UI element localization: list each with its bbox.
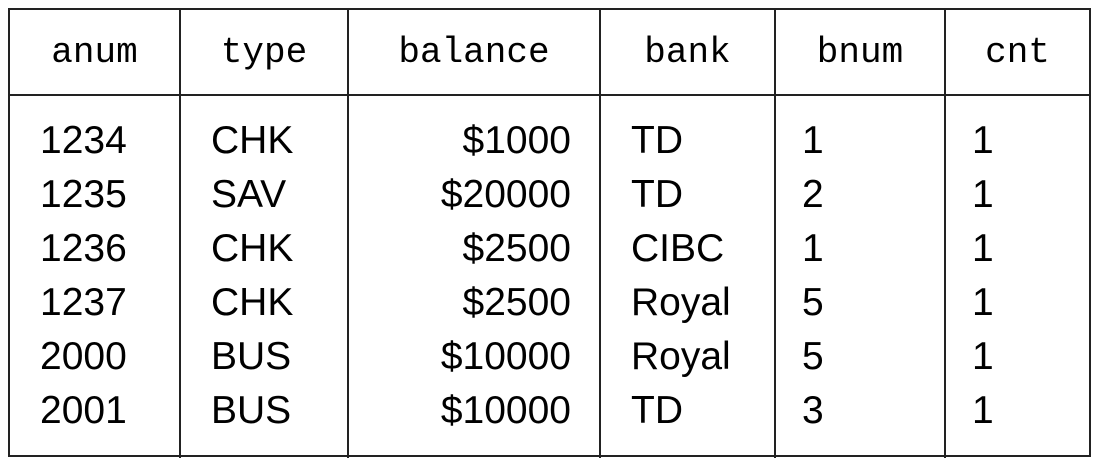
cell-type: CHK — [179, 222, 348, 276]
cell-cnt: 1 — [944, 384, 1089, 458]
cell-bnum: 5 — [774, 330, 945, 384]
cell-bank: TD — [599, 168, 775, 222]
cell-bank: TD — [599, 95, 775, 168]
accounts-table: anum type balance bank bnum cnt 1234 CHK… — [8, 8, 1091, 458]
cell-anum: 2001 — [40, 389, 127, 432]
column-header-type: type — [179, 10, 348, 96]
cell-anum: 1235 — [40, 173, 127, 216]
cell-cnt: 1 — [944, 276, 1089, 330]
cell-type: CHK — [179, 276, 348, 330]
cell-cnt: 1 — [944, 330, 1089, 384]
table-row: 1237 CHK $2500 Royal 5 1 — [10, 276, 1089, 330]
column-header-bank: bank — [599, 10, 775, 96]
table-row: 1234 CHK $1000 TD 1 1 — [10, 95, 1089, 168]
cell-balance: $10000 — [347, 330, 600, 384]
cell-balance: $2500 — [347, 276, 600, 330]
table-row: 1236 CHK $2500 CIBC 1 1 — [10, 222, 1089, 276]
cell-bank: Royal — [599, 330, 775, 384]
cell-anum: 2000 — [40, 335, 127, 378]
cell-cnt: 1 — [944, 95, 1089, 168]
cell-type: CHK — [179, 95, 348, 168]
column-header-anum: anum — [10, 10, 180, 96]
column-header-cnt: cnt — [944, 10, 1089, 96]
cell-bnum: 2 — [774, 168, 945, 222]
cell-bank: TD — [599, 384, 775, 458]
cell-bnum: 1 — [774, 95, 945, 168]
column-header-bnum: bnum — [774, 10, 945, 96]
cell-cnt: 1 — [944, 168, 1089, 222]
cell-bnum: 5 — [774, 276, 945, 330]
cell-bnum: 1 — [774, 222, 945, 276]
table-row: 1235 SAV $20000 TD 2 1 — [10, 168, 1089, 222]
cell-type: SAV — [179, 168, 348, 222]
cell-balance: $10000 — [347, 384, 600, 458]
cell-bank: CIBC — [599, 222, 775, 276]
accounts-table-grid: anum type balance bank bnum cnt 1234 CHK… — [10, 10, 1089, 458]
cell-balance: $20000 — [347, 168, 600, 222]
cell-bank: Royal — [599, 276, 775, 330]
cell-balance: $2500 — [347, 222, 600, 276]
cell-balance: $1000 — [347, 95, 600, 168]
column-header-balance: balance — [347, 10, 600, 96]
cell-anum: 1236 — [40, 227, 127, 270]
table-row: 2001 BUS $10000 TD 3 1 — [10, 384, 1089, 458]
cell-anum: 1237 — [40, 281, 127, 324]
table-row: 2000 BUS $10000 Royal 5 1 — [10, 330, 1089, 384]
header-row: anum type balance bank bnum cnt — [10, 10, 1089, 96]
cell-cnt: 1 — [944, 222, 1089, 276]
cell-type: BUS — [179, 330, 348, 384]
cell-anum: 1234 — [40, 119, 127, 162]
cell-bnum: 3 — [774, 384, 945, 458]
cell-type: BUS — [179, 384, 348, 458]
